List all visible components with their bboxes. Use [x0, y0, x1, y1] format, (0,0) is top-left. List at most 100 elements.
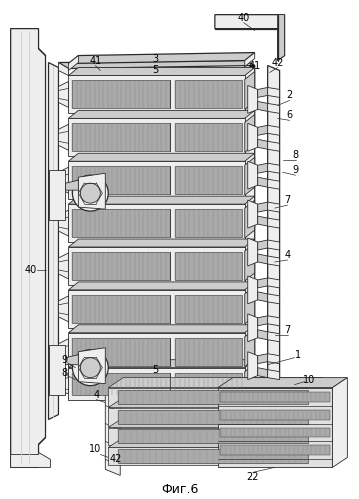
Polygon shape [248, 161, 258, 189]
Polygon shape [245, 364, 255, 396]
Polygon shape [248, 276, 258, 304]
Polygon shape [11, 28, 46, 468]
Bar [73, 252, 170, 280]
Polygon shape [245, 157, 255, 195]
Bar [175, 373, 242, 395]
Polygon shape [108, 448, 308, 466]
Text: 42: 42 [271, 57, 284, 67]
Text: 9: 9 [61, 355, 67, 365]
Polygon shape [69, 368, 245, 400]
Polygon shape [78, 173, 105, 209]
Polygon shape [248, 314, 258, 342]
Bar [175, 80, 242, 108]
Bar [175, 123, 242, 151]
Polygon shape [69, 52, 255, 63]
Polygon shape [268, 294, 280, 304]
Polygon shape [69, 360, 255, 368]
Polygon shape [268, 179, 280, 189]
Text: 10: 10 [303, 375, 316, 385]
Polygon shape [258, 163, 268, 173]
Text: 22: 22 [247, 473, 259, 483]
Polygon shape [258, 316, 268, 326]
Polygon shape [108, 408, 308, 426]
Polygon shape [218, 378, 348, 388]
Polygon shape [268, 125, 280, 135]
Bar [175, 252, 242, 280]
Polygon shape [48, 170, 65, 220]
Polygon shape [69, 75, 245, 113]
Polygon shape [69, 290, 245, 328]
Polygon shape [248, 352, 258, 380]
Polygon shape [268, 354, 280, 364]
Polygon shape [308, 438, 322, 466]
Polygon shape [108, 378, 322, 388]
Polygon shape [268, 332, 280, 342]
Polygon shape [268, 240, 280, 250]
Polygon shape [59, 60, 255, 68]
Polygon shape [258, 202, 268, 212]
Bar [220, 428, 330, 438]
Bar [73, 295, 170, 323]
Polygon shape [245, 60, 255, 400]
Text: 41: 41 [248, 60, 261, 70]
Polygon shape [258, 101, 268, 111]
Polygon shape [69, 196, 255, 204]
Polygon shape [69, 67, 255, 75]
Polygon shape [108, 388, 308, 406]
Polygon shape [105, 388, 120, 476]
Polygon shape [268, 65, 280, 390]
Text: 7: 7 [284, 325, 291, 335]
Polygon shape [245, 329, 255, 367]
Bar [175, 166, 242, 194]
Polygon shape [69, 247, 245, 285]
Polygon shape [69, 333, 245, 371]
Polygon shape [332, 378, 348, 468]
Polygon shape [258, 368, 268, 378]
Polygon shape [245, 52, 255, 66]
Circle shape [73, 350, 108, 386]
Polygon shape [69, 282, 255, 290]
Polygon shape [268, 218, 280, 228]
Polygon shape [69, 239, 255, 247]
Polygon shape [278, 14, 285, 60]
Polygon shape [245, 200, 255, 238]
Bar [175, 209, 242, 237]
Polygon shape [258, 177, 268, 187]
Polygon shape [245, 71, 255, 109]
Polygon shape [59, 339, 69, 365]
Bar [118, 390, 308, 404]
Polygon shape [268, 87, 280, 97]
Bar [73, 80, 170, 108]
Text: 10: 10 [89, 445, 102, 455]
Polygon shape [59, 210, 69, 236]
Text: 2: 2 [286, 90, 293, 100]
Polygon shape [108, 438, 322, 448]
Polygon shape [268, 163, 280, 173]
Polygon shape [258, 254, 268, 264]
Polygon shape [218, 388, 332, 468]
Polygon shape [48, 62, 59, 420]
Bar [220, 446, 330, 456]
Bar [73, 209, 170, 237]
Polygon shape [59, 253, 69, 279]
Polygon shape [258, 125, 268, 135]
Polygon shape [308, 378, 322, 406]
Circle shape [73, 175, 108, 211]
Polygon shape [248, 85, 258, 113]
Polygon shape [258, 330, 268, 340]
Polygon shape [248, 238, 258, 266]
Polygon shape [108, 418, 322, 428]
Polygon shape [108, 398, 322, 408]
Polygon shape [308, 398, 322, 426]
Text: 3: 3 [152, 53, 158, 63]
Polygon shape [59, 167, 69, 193]
Bar [118, 450, 308, 464]
Polygon shape [268, 370, 280, 380]
Polygon shape [69, 118, 245, 156]
Polygon shape [258, 139, 268, 149]
Polygon shape [258, 216, 268, 226]
Text: 5: 5 [152, 365, 158, 375]
Text: 5: 5 [152, 65, 158, 75]
Polygon shape [11, 453, 51, 468]
Polygon shape [308, 418, 322, 446]
